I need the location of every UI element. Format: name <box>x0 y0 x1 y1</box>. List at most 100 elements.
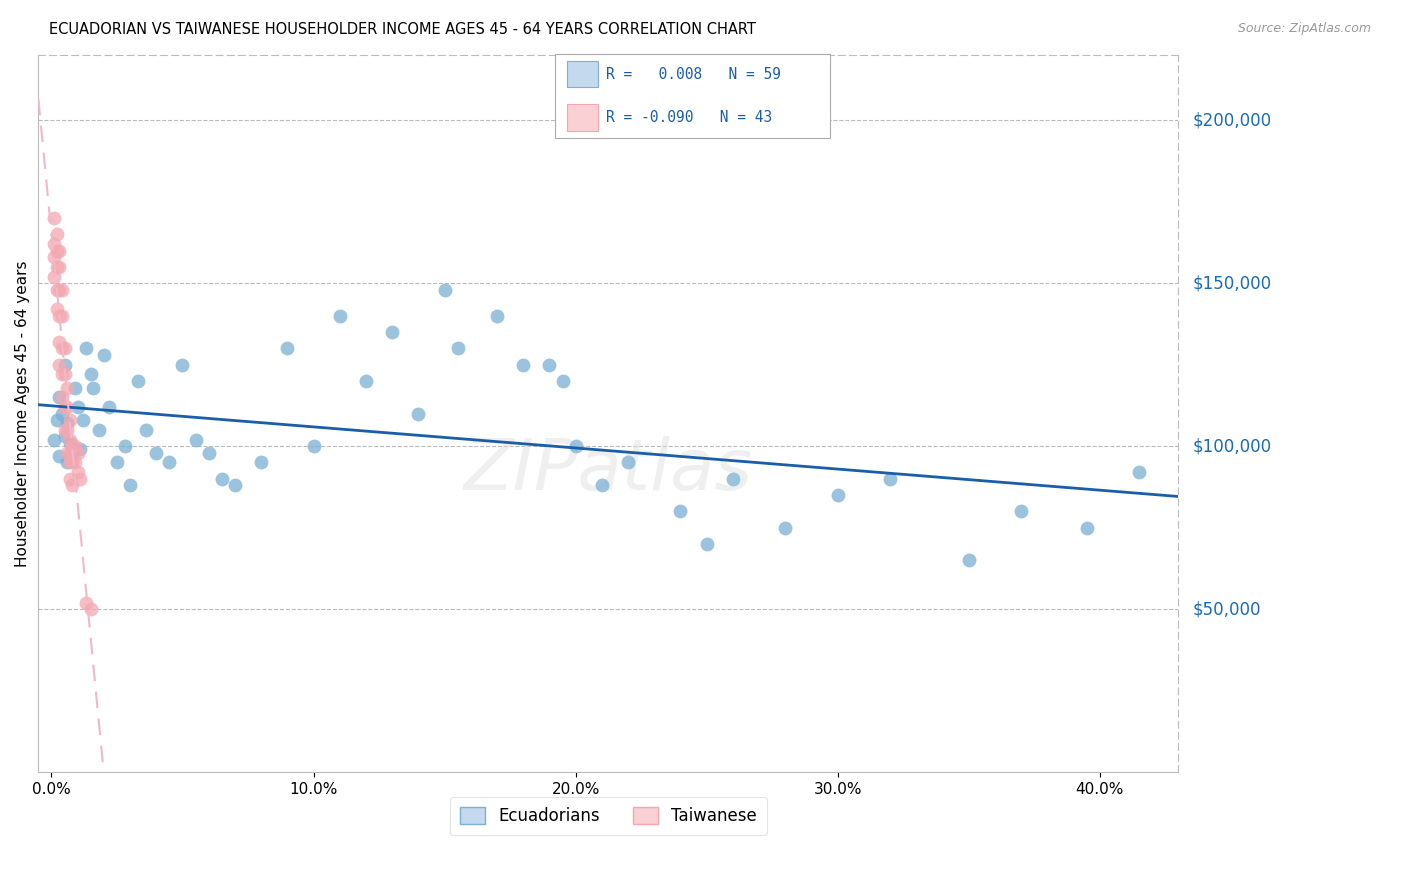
Point <box>56 423 79 437</box>
Point <box>564 439 586 453</box>
Point <box>98 400 121 414</box>
Point <box>53 368 76 382</box>
Point <box>184 433 207 447</box>
Point <box>1076 521 1098 535</box>
Point <box>59 446 82 460</box>
Point <box>42 237 65 252</box>
Point <box>48 358 70 372</box>
Point <box>120 478 142 492</box>
Point <box>45 413 67 427</box>
Y-axis label: Householder Income Ages 45 - 64 years: Householder Income Ages 45 - 64 years <box>15 260 30 566</box>
Point <box>48 334 70 349</box>
Point <box>669 504 692 518</box>
Point <box>302 439 325 453</box>
Text: Source: ZipAtlas.com: Source: ZipAtlas.com <box>1237 22 1371 36</box>
Point <box>879 472 901 486</box>
Point <box>145 446 167 460</box>
Text: ZIPatlas: ZIPatlas <box>464 436 752 506</box>
Point <box>551 374 574 388</box>
Point <box>53 429 76 443</box>
Point <box>60 478 83 492</box>
Point <box>114 439 136 453</box>
Point <box>51 309 73 323</box>
Point <box>105 455 128 469</box>
Point <box>48 309 70 323</box>
Point <box>93 348 115 362</box>
Point <box>60 446 83 460</box>
Point <box>60 439 83 453</box>
Point <box>48 449 70 463</box>
Point <box>51 283 73 297</box>
Point <box>87 423 110 437</box>
Point <box>45 227 67 242</box>
Point <box>696 537 718 551</box>
Point <box>51 390 73 404</box>
Point <box>51 342 73 356</box>
Point <box>721 472 744 486</box>
Point <box>59 455 82 469</box>
Point <box>485 309 508 323</box>
Point <box>957 553 980 567</box>
Point <box>48 244 70 258</box>
Point <box>42 433 65 447</box>
Point <box>59 413 82 427</box>
Point <box>69 472 91 486</box>
Point <box>48 390 70 404</box>
Point <box>172 358 194 372</box>
Point <box>224 478 246 492</box>
Point <box>408 407 430 421</box>
Point <box>354 374 377 388</box>
Point <box>447 342 470 356</box>
Point <box>827 488 849 502</box>
Legend: Ecuadorians, Taiwanese: Ecuadorians, Taiwanese <box>450 797 768 836</box>
Point <box>82 380 104 394</box>
Point <box>1128 465 1150 479</box>
Text: $50,000: $50,000 <box>1192 600 1261 618</box>
Text: ECUADORIAN VS TAIWANESE HOUSEHOLDER INCOME AGES 45 - 64 YEARS CORRELATION CHART: ECUADORIAN VS TAIWANESE HOUSEHOLDER INCO… <box>49 22 756 37</box>
Point <box>53 423 76 437</box>
Point <box>42 250 65 264</box>
Point <box>591 478 613 492</box>
Point <box>157 455 180 469</box>
Point <box>59 433 82 447</box>
Point <box>63 439 86 453</box>
Text: R = -0.090   N = 43: R = -0.090 N = 43 <box>606 111 772 125</box>
Point <box>63 380 86 394</box>
Point <box>42 269 65 284</box>
Point <box>53 342 76 356</box>
Text: $150,000: $150,000 <box>1192 274 1271 293</box>
Text: R =   0.008   N = 59: R = 0.008 N = 59 <box>606 67 780 81</box>
Point <box>56 380 79 394</box>
Point <box>329 309 352 323</box>
Text: $200,000: $200,000 <box>1192 112 1271 129</box>
Point <box>80 368 103 382</box>
Point <box>250 455 273 469</box>
Point <box>80 602 103 616</box>
Point <box>135 423 157 437</box>
Point <box>512 358 534 372</box>
Point <box>276 342 298 356</box>
Point <box>197 446 219 460</box>
Point <box>381 325 404 339</box>
Point <box>59 436 82 450</box>
Point <box>66 446 89 460</box>
Point <box>127 374 149 388</box>
Point <box>1010 504 1032 518</box>
Point <box>45 302 67 317</box>
Point <box>48 283 70 297</box>
Point <box>60 455 83 469</box>
Point <box>66 400 89 414</box>
Point <box>45 244 67 258</box>
Point <box>66 465 89 479</box>
Point <box>56 400 79 414</box>
Point <box>53 400 76 414</box>
Point <box>56 455 79 469</box>
Point <box>211 472 233 486</box>
Point <box>45 260 67 274</box>
Point <box>69 442 91 457</box>
Point <box>56 417 79 431</box>
Point <box>51 407 73 421</box>
Point <box>75 342 97 356</box>
Point <box>75 596 97 610</box>
Point <box>63 455 86 469</box>
